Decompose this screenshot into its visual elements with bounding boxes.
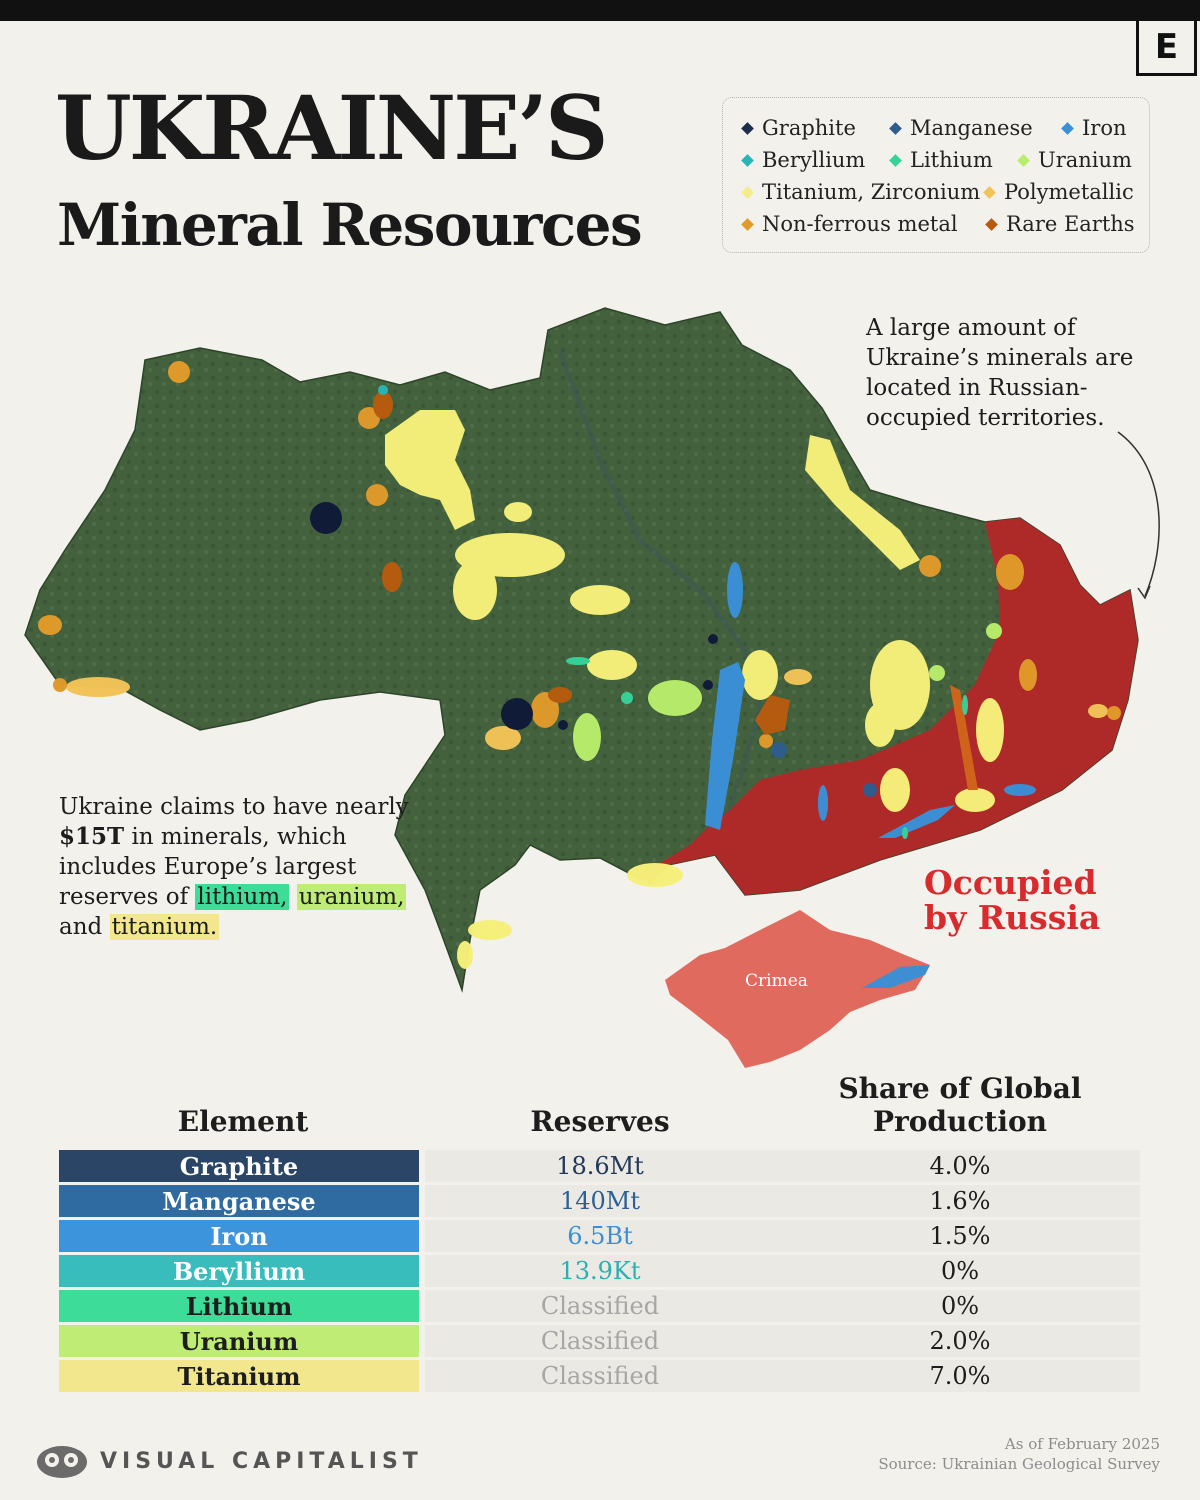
legend-item: Graphite <box>741 116 856 140</box>
element-cell: Titanium <box>59 1360 419 1392</box>
legend-label: Rare Earths <box>1006 212 1135 236</box>
legend-label: Lithium <box>910 148 993 172</box>
claim-text-1: Ukraine claims to have nearly <box>59 794 409 820</box>
legend-marker-icon <box>1061 121 1074 135</box>
reserves-cell: 13.9Kt <box>559 1257 641 1285</box>
occupied-territory <box>640 518 1138 895</box>
legend: Graphite Manganese Iron Beryllium Lithium Ura… <box>722 97 1150 253</box>
header-share: Share of Global Production <box>838 1072 1082 1138</box>
legend-label: Iron <box>1082 116 1127 140</box>
share-cell: 2.0% <box>929 1327 991 1355</box>
reserves-cell: 140Mt <box>559 1187 641 1215</box>
legend-item: Non-ferrous metal <box>741 212 958 236</box>
legend-marker-icon <box>741 121 754 135</box>
legend-marker-icon <box>741 217 754 231</box>
legend-item: Manganese <box>889 116 1033 140</box>
legend-label: Graphite <box>762 116 856 140</box>
table-row <box>425 1185 1140 1217</box>
legend-item: Polymetallic <box>983 180 1134 204</box>
header-reserves: Reserves <box>530 1105 670 1138</box>
reserves-claim-note: Ukraine claims to have nearly $15T in mi… <box>59 792 429 942</box>
table-row <box>425 1290 1140 1322</box>
table-row <box>425 1255 1140 1287</box>
legend-item: Beryllium <box>741 148 866 172</box>
element-cell: Manganese <box>59 1185 419 1217</box>
legend-label: Non-ferrous metal <box>762 212 958 236</box>
claim-text-3: and <box>59 914 110 940</box>
legend-marker-icon <box>889 153 902 167</box>
header-element: Element <box>177 1105 309 1138</box>
mineral-deposits <box>38 361 1121 988</box>
claim-text-2: in minerals, which includes Europe’s lar… <box>59 824 357 910</box>
ukraine-map <box>24 307 1160 1068</box>
occupied-label-line1: Occupied <box>924 863 1097 902</box>
element-cell: Iron <box>59 1220 419 1252</box>
legend-item: Lithium <box>889 148 993 172</box>
highlight-titanium: titanium. <box>109 914 220 940</box>
callout-arrow <box>1117 431 1160 597</box>
table-row <box>425 1325 1140 1357</box>
legend-item: Uranium <box>1017 148 1132 172</box>
page-subtitle: Mineral Resources <box>57 191 643 259</box>
element-cell: Beryllium <box>59 1255 419 1287</box>
legend-label: Titanium, Zirconium <box>762 180 981 204</box>
highlight-lithium: lithium, <box>195 884 290 910</box>
top-bar <box>0 0 1200 21</box>
share-cell: 7.0% <box>929 1362 991 1390</box>
legend-label: Manganese <box>910 116 1033 140</box>
legend-marker-icon <box>741 185 754 199</box>
reserves-cell: 18.6Mt <box>556 1152 644 1180</box>
share-cell: 4.0% <box>929 1152 991 1180</box>
legend-label: Polymetallic <box>1004 180 1134 204</box>
table-row <box>425 1360 1140 1392</box>
table-row <box>425 1220 1140 1252</box>
legend-label: Uranium <box>1038 148 1132 172</box>
crimea <box>665 910 930 1068</box>
reserves-cell: Classified <box>540 1362 660 1390</box>
visual-capitalist-logo-icon <box>37 1446 87 1478</box>
element-cell: Graphite <box>59 1150 419 1182</box>
page-title: UKRAINE’S <box>55 76 608 180</box>
reserves-cell: Classified <box>540 1327 660 1355</box>
occupied-label-line2: by Russia <box>924 898 1101 937</box>
callout-arrowhead <box>1137 585 1151 600</box>
element-cell: Lithium <box>59 1290 419 1322</box>
legend-item: Iron <box>1061 116 1127 140</box>
legend-marker-icon <box>889 121 902 135</box>
share-cell: 0% <box>940 1292 980 1320</box>
claim-amount: $15T <box>59 823 125 850</box>
legend-marker-icon <box>741 153 754 167</box>
legend-marker-icon <box>1017 153 1030 167</box>
element-cell: Uranium <box>59 1325 419 1357</box>
reserves-cell: 6.5Bt <box>567 1222 633 1250</box>
legend-item: Rare Earths <box>985 212 1135 236</box>
table-row <box>425 1150 1140 1182</box>
legend-marker-icon <box>985 217 998 231</box>
legend-label: Beryllium <box>762 148 866 172</box>
share-cell: 1.5% <box>929 1222 991 1250</box>
footer-date: As of February 2025 <box>1004 1435 1160 1453</box>
occupied-label: Occupied by Russia <box>924 865 1100 935</box>
share-cell: 1.6% <box>929 1187 991 1215</box>
legend-item: Titanium, Zirconium <box>741 180 981 204</box>
reserves-cell: Classified <box>540 1292 660 1320</box>
share-cell: 0% <box>940 1257 980 1285</box>
highlight-uranium: uranium, <box>296 884 407 910</box>
legend-marker-icon <box>983 185 996 199</box>
crimea-label: Crimea <box>745 971 808 991</box>
brand-name: VISUAL CAPITALIST <box>100 1449 423 1474</box>
occupation-note: A large amount of Ukraine’s minerals are… <box>866 315 1134 431</box>
footer-source: Source: Ukrainian Geological Survey <box>878 1455 1160 1473</box>
brand-mark: E <box>1136 21 1197 76</box>
dnipro-river <box>557 349 763 852</box>
